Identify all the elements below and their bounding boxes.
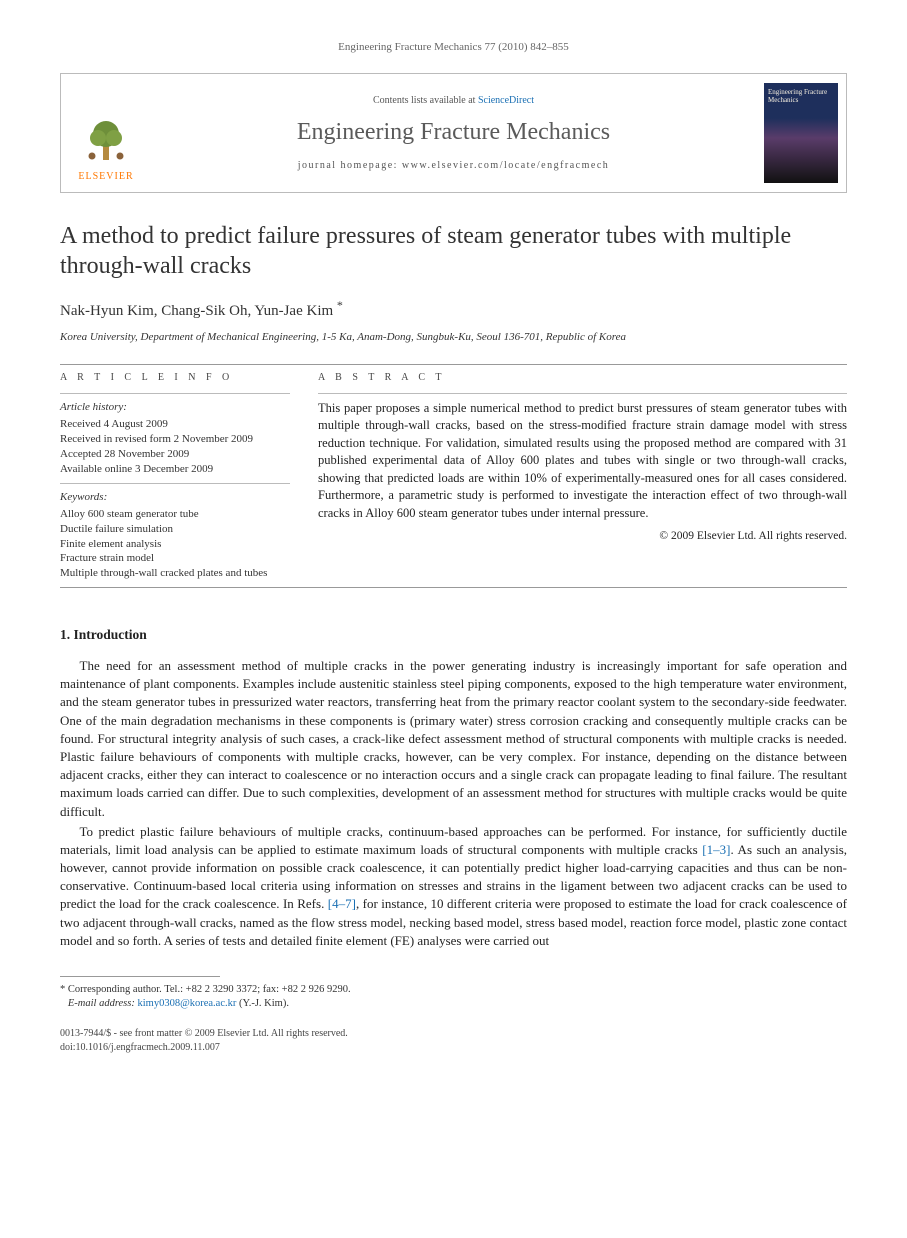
doi-line: doi:10.1016/j.engfracmech.2009.11.007 (60, 1041, 847, 1055)
history-line: Available online 3 December 2009 (60, 462, 290, 477)
corresponding-marker: * (337, 298, 343, 312)
article-title: A method to predict failure pressures of… (60, 221, 847, 281)
keyword: Fracture strain model (60, 551, 290, 566)
keyword: Alloy 600 steam generator tube (60, 507, 290, 522)
footnote-rule (60, 976, 220, 977)
journal-homepage-line: journal homepage: www.elsevier.com/locat… (298, 159, 610, 173)
intro-paragraph: The need for an assessment method of mul… (60, 657, 847, 821)
info-rule-1 (60, 393, 290, 394)
footer-lines: 0013-7944/$ - see front matter © 2009 El… (60, 1027, 847, 1054)
abstract-text: This paper proposes a simple numerical m… (318, 400, 847, 523)
keyword: Multiple through-wall cracked plates and… (60, 566, 290, 581)
citation-ref[interactable]: [1–3] (702, 842, 730, 857)
publisher-name: ELSEVIER (78, 170, 133, 184)
contents-available-line: Contents lists available at ScienceDirec… (373, 94, 534, 108)
top-rule (60, 364, 847, 365)
history-line: Received 4 August 2009 (60, 417, 290, 432)
article-info-head: A R T I C L E I N F O (60, 371, 290, 385)
corr-email-who: (Y.-J. Kim). (239, 998, 289, 1009)
authors-names: Nak-Hyun Kim, Chang-Sik Oh, Yun-Jae Kim (60, 303, 333, 319)
front-matter-line: 0013-7944/$ - see front matter © 2009 El… (60, 1027, 847, 1041)
corresponding-author-footnote: * Corresponding author. Tel.: +82 2 3290… (60, 983, 847, 1011)
history-line: Accepted 28 November 2009 (60, 447, 290, 462)
intro-paragraph: To predict plastic failure behaviours of… (60, 823, 847, 950)
journal-header-box: ELSEVIER Contents lists available at Sci… (60, 73, 847, 193)
homepage-label: journal homepage: (298, 160, 402, 171)
corr-email-link[interactable]: kimy0308@korea.ac.kr (137, 998, 236, 1009)
journal-cover-cell: Engineering Fracture Mechanics (756, 74, 846, 192)
authors-line: Nak-Hyun Kim, Chang-Sik Oh, Yun-Jae Kim … (60, 297, 847, 322)
header-center: Contents lists available at ScienceDirec… (151, 74, 756, 192)
homepage-url[interactable]: www.elsevier.com/locate/engfracmech (402, 160, 609, 171)
running-head: Engineering Fracture Mechanics 77 (2010)… (60, 40, 847, 55)
abstract-copyright: © 2009 Elsevier Ltd. All rights reserved… (318, 528, 847, 544)
corr-author-line: * Corresponding author. Tel.: +82 2 3290… (60, 983, 847, 997)
abs-rule (318, 393, 847, 394)
section-head-introduction: 1. Introduction (60, 626, 847, 645)
sciencedirect-link[interactable]: ScienceDirect (478, 95, 534, 106)
cover-title: Engineering Fracture Mechanics (768, 89, 834, 104)
keyword: Finite element analysis (60, 537, 290, 552)
citation-ref[interactable]: [4–7] (328, 896, 356, 911)
keywords-head: Keywords: (60, 490, 290, 505)
info-abstract-row: A R T I C L E I N F O Article history: R… (60, 371, 847, 581)
journal-cover-thumbnail: Engineering Fracture Mechanics (764, 83, 838, 183)
keyword: Ductile failure simulation (60, 522, 290, 537)
elsevier-tree-icon (81, 116, 131, 166)
article-info-column: A R T I C L E I N F O Article history: R… (60, 371, 290, 581)
info-rule-2 (60, 483, 290, 484)
affiliation: Korea University, Department of Mechanic… (60, 330, 847, 345)
history-line: Received in revised form 2 November 2009 (60, 432, 290, 447)
bottom-rule (60, 587, 847, 588)
abstract-head: A B S T R A C T (318, 371, 847, 385)
email-label: E-mail address: (68, 998, 135, 1009)
abstract-column: A B S T R A C T This paper proposes a si… (318, 371, 847, 581)
journal-title: Engineering Fracture Mechanics (297, 116, 610, 150)
publisher-logo-cell: ELSEVIER (61, 74, 151, 192)
corr-email-line: E-mail address: kimy0308@korea.ac.kr (Y.… (60, 997, 847, 1011)
article-history-head: Article history: (60, 400, 290, 415)
contents-prefix: Contents lists available at (373, 95, 478, 106)
